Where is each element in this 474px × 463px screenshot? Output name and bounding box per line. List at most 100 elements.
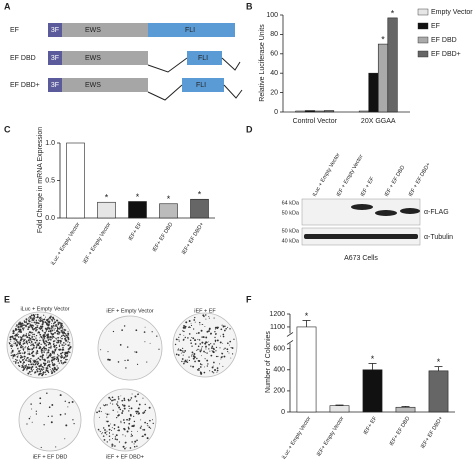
colony (58, 331, 61, 334)
colony (54, 331, 56, 334)
colony (48, 316, 51, 318)
blot-membrane (301, 198, 421, 226)
colony (121, 399, 124, 402)
colony (49, 368, 51, 370)
colony (11, 344, 13, 346)
colony (45, 367, 48, 369)
colony (53, 363, 55, 364)
colony (32, 328, 34, 331)
colony (48, 346, 50, 349)
colony (28, 370, 31, 373)
colony (47, 342, 49, 344)
colony (19, 339, 22, 342)
colony (55, 446, 57, 448)
colony (60, 330, 63, 332)
colony (180, 352, 182, 354)
colony (55, 368, 58, 371)
colony (204, 326, 206, 328)
colony (34, 341, 37, 344)
colony (130, 397, 133, 399)
colony (104, 431, 107, 434)
colony (120, 395, 122, 397)
colony (39, 402, 42, 405)
colony (18, 359, 20, 361)
colony (43, 335, 46, 338)
colony (174, 343, 177, 346)
colony (30, 325, 32, 328)
colony (188, 359, 191, 362)
plate-label: iEF + Empty Vector (106, 308, 153, 314)
colony (133, 415, 135, 417)
colony (35, 413, 38, 415)
construct-diagram: EF 3F EWS FLI EF DBD 3F EWS FLI EF DBD+ … (10, 23, 243, 101)
colony (54, 321, 57, 324)
colony (50, 345, 52, 348)
ews-box (62, 51, 148, 65)
colony (138, 412, 141, 415)
colony (22, 335, 24, 337)
colony (47, 339, 50, 341)
colony (212, 350, 215, 353)
colony (10, 348, 12, 350)
bar (358, 110, 370, 113)
colony (31, 336, 33, 339)
colony (64, 361, 67, 364)
colony (126, 430, 129, 433)
colony (28, 322, 30, 325)
colony (124, 359, 126, 362)
colony (47, 318, 49, 320)
colony (43, 321, 45, 323)
colony (146, 437, 149, 440)
colony (203, 371, 206, 374)
colony (15, 342, 17, 344)
colony (200, 355, 202, 357)
colony (47, 415, 49, 418)
colony (51, 361, 53, 364)
colony (184, 325, 187, 328)
colony (219, 347, 221, 349)
significance: * (136, 192, 140, 202)
colony (98, 410, 101, 413)
colony (51, 352, 54, 354)
colony (47, 355, 50, 358)
colony (13, 340, 15, 342)
colony (127, 398, 130, 401)
colony (55, 347, 58, 349)
colony (49, 336, 52, 338)
colony (106, 413, 109, 416)
colony (36, 342, 38, 344)
colony (32, 359, 34, 361)
colony (43, 367, 45, 369)
colony (27, 333, 30, 335)
colony (59, 413, 62, 416)
colony (200, 349, 203, 351)
colony (60, 335, 63, 337)
colony (65, 339, 68, 342)
colony (198, 339, 201, 341)
colony (36, 328, 38, 331)
colony (219, 341, 222, 344)
x-tick-label: iEF+ EF (128, 221, 144, 242)
colony (19, 361, 22, 364)
colony (221, 324, 223, 326)
colony (208, 317, 210, 319)
colony (51, 329, 54, 332)
x-tick-label: iEF+ Empty Vector (316, 416, 345, 458)
colony (63, 329, 66, 331)
colony (201, 373, 202, 375)
colony (22, 364, 24, 366)
axis-break (286, 332, 294, 337)
colony (28, 358, 30, 360)
colony (16, 356, 19, 358)
colony (108, 396, 111, 399)
colony (12, 332, 15, 335)
colony (182, 354, 184, 356)
colony (207, 341, 209, 343)
colony (51, 318, 53, 321)
colony (59, 348, 62, 351)
bar (128, 201, 147, 219)
colony (21, 366, 23, 368)
colony (191, 354, 193, 356)
colony (33, 319, 35, 321)
colony (192, 337, 195, 340)
